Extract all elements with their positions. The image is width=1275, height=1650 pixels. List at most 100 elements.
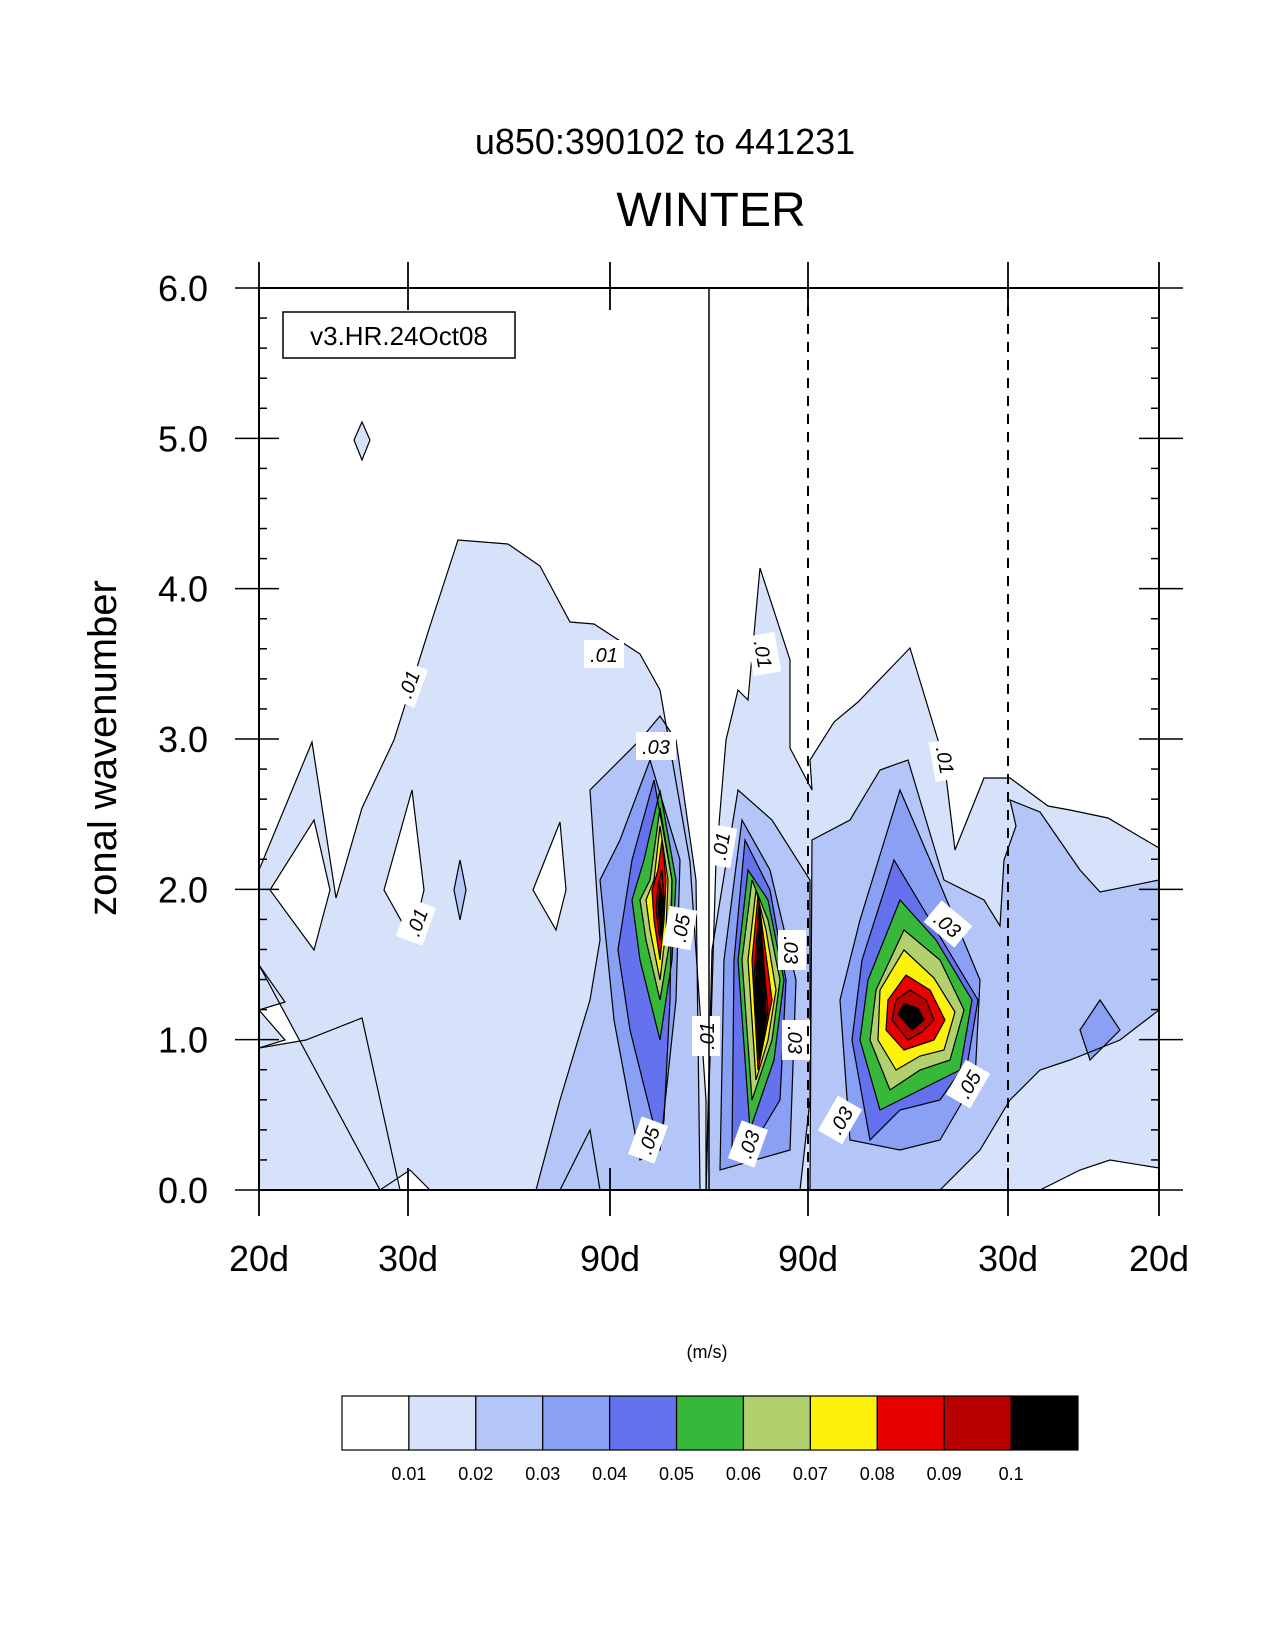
contour-labels: .01.01.01.01.01.01.01.03.05.03.03.05.03.…	[388, 631, 991, 1168]
colorbar-label: 0.05	[659, 1464, 694, 1484]
y-tick-label: 0.0	[158, 1170, 208, 1211]
contour-line	[809, 759, 1160, 1191]
colorbar-swatch	[475, 1395, 544, 1451]
y-tick-label: 6.0	[158, 268, 208, 309]
contour-fill	[270, 820, 330, 950]
y-tick-label: 3.0	[158, 719, 208, 760]
y-tick-label: 5.0	[158, 418, 208, 459]
contour-label-text: .05	[669, 912, 696, 944]
contour-label-text: .01	[697, 1022, 719, 1050]
units-label: (m/s)	[687, 1342, 728, 1362]
contour-line	[751, 894, 773, 1071]
contour-label-bg	[662, 905, 698, 951]
contour-line	[737, 868, 785, 1131]
y-tick-label: 1.0	[158, 1020, 208, 1061]
contour-line	[877, 949, 956, 1071]
y-axis-label: zonal wavenumber	[81, 580, 125, 916]
contour-line	[719, 818, 797, 1171]
contour-line	[885, 974, 946, 1051]
colorbar-label: 0.06	[726, 1464, 761, 1484]
contour-label-bg	[728, 1120, 768, 1168]
y-tick-labels: 0.0 1.0 2.0 3.0 4.0 5.0 6.0	[158, 268, 208, 1211]
contour-label: .01	[746, 631, 782, 677]
contour-fill	[259, 1010, 285, 1048]
colorbar-label: 0.1	[999, 1464, 1024, 1484]
contour-label-text: .03	[642, 737, 670, 759]
contour-label-bg	[702, 823, 738, 869]
contour-label-bg	[692, 1016, 720, 1056]
contour-label: .01	[928, 737, 964, 783]
colorbar-label: 0.04	[592, 1464, 627, 1484]
contour-fill	[533, 822, 566, 930]
contour-label-bg	[628, 1116, 668, 1164]
contour-label: .01	[584, 640, 624, 668]
contour-label-bg	[636, 732, 676, 760]
colorbar-label: 0.03	[525, 1464, 560, 1484]
colorbar-label: 0.07	[793, 1464, 828, 1484]
contour-label-bg	[923, 900, 973, 948]
contour-label-bg	[584, 640, 624, 668]
contour-label: .01	[702, 823, 738, 869]
x-tick-label: 20d	[1129, 1238, 1189, 1279]
colorbar-swatch	[542, 1395, 611, 1451]
contour-label-bg	[782, 1020, 810, 1060]
contour-label-text: .01	[931, 745, 957, 776]
reference-lines	[708, 288, 1009, 1190]
contour-line	[851, 858, 979, 1142]
annotation-text: v3.HR.24Oct08	[310, 321, 488, 351]
contour-line	[754, 911, 767, 1056]
x-tick-label: 90d	[580, 1238, 640, 1279]
x-tick-label: 90d	[778, 1238, 838, 1279]
contour-line	[269, 818, 331, 952]
annotation-frame	[282, 311, 516, 359]
colorbar-label: 0.01	[391, 1464, 426, 1484]
contour-label-bg	[388, 660, 428, 708]
colorbar-swatch	[876, 1395, 945, 1451]
contour-label: .05	[662, 905, 698, 951]
contour-line	[657, 883, 664, 936]
contour-line	[1079, 998, 1121, 1062]
contour-label: .03	[728, 1120, 768, 1168]
colorbar-label: 0.08	[860, 1464, 895, 1484]
contour-line	[747, 889, 777, 1081]
contour-line	[645, 825, 669, 981]
colorbar-swatch	[609, 1395, 678, 1451]
x-tick-labels: 20d 30d 90d 90d 30d 20d	[229, 1238, 1189, 1279]
contour-label-text: .03	[783, 1026, 805, 1054]
contour-label: .01	[388, 660, 428, 708]
contour-label: .03	[778, 930, 806, 970]
contour-line	[617, 779, 673, 1151]
contour-line	[869, 929, 965, 1091]
contour-label: .03	[817, 1095, 863, 1145]
x-tick-label: 30d	[978, 1238, 1038, 1279]
colorbar-swatch	[809, 1395, 878, 1451]
contour-line	[453, 859, 467, 921]
colorbar-label: 0.02	[458, 1464, 493, 1484]
contour-label: .01	[396, 898, 436, 946]
colorbar-swatch	[943, 1395, 1012, 1451]
x-tick-label: 20d	[229, 1238, 289, 1279]
contour-line	[655, 869, 665, 941]
y-tick-label: 2.0	[158, 869, 208, 910]
colorbar-label: 0.09	[927, 1464, 962, 1484]
x-tick-label: 30d	[378, 1238, 438, 1279]
colorbar-swatch	[408, 1395, 477, 1451]
contour-line	[891, 989, 935, 1041]
contour-line	[532, 821, 567, 932]
contour-label: .03	[636, 732, 676, 760]
axis-ticks	[235, 262, 1183, 1216]
contour-line	[741, 879, 781, 1101]
contour-label: .03	[782, 1020, 810, 1060]
contour-label: .01	[692, 1016, 720, 1056]
contour-label-text: .01	[709, 831, 735, 862]
contour-fill	[354, 422, 370, 460]
contour-label-text: .01	[749, 639, 775, 670]
contour-fill	[898, 1004, 924, 1030]
contour-label-bg	[778, 930, 806, 970]
contour-label-bg	[396, 898, 436, 946]
plot-area: .01.01.01.01.01.01.01.03.05.03.03.05.03.…	[158, 262, 1189, 1279]
contour-label-text: .01	[590, 645, 618, 667]
colorbar-swatch	[1010, 1395, 1079, 1451]
y-tick-label: 4.0	[158, 569, 208, 610]
